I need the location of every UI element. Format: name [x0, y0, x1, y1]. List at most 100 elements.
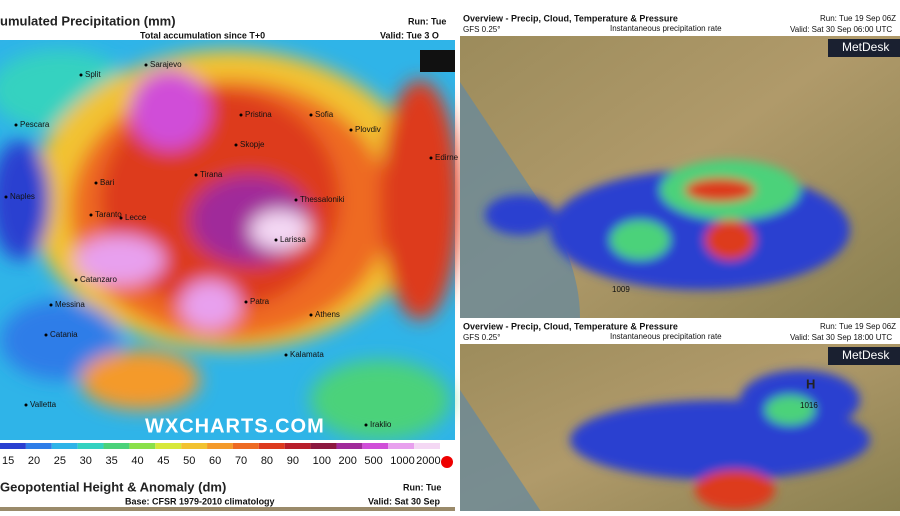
- city-dot: [14, 123, 18, 127]
- bottom-run: Run: Tue: [403, 482, 441, 492]
- city-dot: [309, 313, 313, 317]
- sea: [460, 390, 580, 516]
- city-dot: [94, 181, 98, 185]
- blob: [485, 195, 555, 235]
- scale-label: 60: [209, 455, 221, 467]
- pressure-high: H: [806, 376, 815, 391]
- city-label: Kalamata: [290, 350, 324, 359]
- scale-label: 50: [183, 455, 195, 467]
- city-dot: [49, 303, 53, 307]
- scale-swatch: [25, 443, 52, 449]
- scale-swatch: [310, 443, 337, 449]
- scale-label: 70: [235, 455, 247, 467]
- panel-subtitle: Instantaneous precipitation rate: [610, 332, 722, 341]
- city-label: Plovdiv: [355, 125, 381, 134]
- city-dot: [274, 238, 278, 242]
- precip-map: WXCHARTS.COM: [0, 40, 460, 440]
- subtitle: Total accumulation since T+0: [140, 30, 265, 40]
- city-label: Valletta: [30, 400, 57, 409]
- blob: [765, 395, 815, 425]
- city-label: Taranto: [95, 210, 122, 219]
- city-dot: [349, 128, 353, 132]
- city-dot: [4, 195, 8, 199]
- run: Run: Tue 19 Sep 06Z: [820, 14, 896, 23]
- city-label: Split: [85, 70, 101, 79]
- scale-swatch: [258, 443, 285, 449]
- panel-title: Overview - Precip, Cloud, Temperature & …: [463, 13, 678, 23]
- scale-swatch: [284, 443, 311, 449]
- title: umulated Precipitation (mm): [0, 13, 176, 28]
- city-label: Athens: [315, 310, 340, 319]
- brand-bg: [828, 347, 900, 365]
- city-dot: [239, 113, 243, 117]
- city-label: Iraklio: [370, 420, 392, 429]
- city-label: Pescara: [20, 120, 50, 129]
- city-label: Bari: [100, 178, 114, 187]
- scale-swatch: [362, 443, 389, 449]
- city-dot: [44, 333, 48, 337]
- city-label: Catanzaro: [80, 275, 117, 284]
- city-dot: [244, 300, 248, 304]
- scale-label: 15: [2, 455, 14, 467]
- city-label: Thessaloniki: [300, 195, 345, 204]
- scale-end: [441, 456, 453, 468]
- scale-label: 1000: [390, 455, 414, 467]
- scale-swatch: [51, 443, 78, 449]
- scale-swatch: [103, 443, 130, 449]
- city-label: Catania: [50, 330, 78, 339]
- scale-label: 100: [313, 455, 331, 467]
- brand: MetDesk: [842, 40, 890, 54]
- scale-swatch: [388, 443, 415, 449]
- precip-blobs: [485, 160, 850, 290]
- city-dot: [119, 216, 123, 220]
- blob: [610, 220, 670, 260]
- city-dot: [309, 113, 313, 117]
- scale-swatch: [155, 443, 182, 449]
- city-dot: [194, 173, 198, 177]
- city-label: Naples: [10, 192, 35, 201]
- scale-label: 45: [157, 455, 169, 467]
- scale-swatch: [129, 443, 156, 449]
- city-label: Lecce: [125, 213, 147, 222]
- header: [460, 320, 900, 344]
- scale-swatch: [77, 443, 104, 449]
- scale-label: 40: [131, 455, 143, 467]
- pressure-label: 1009: [612, 285, 630, 294]
- city-label: Pristina: [245, 110, 272, 119]
- city-label: Skopje: [240, 140, 265, 149]
- valid: Valid: Sat 30 Sep 18:00 UTC: [790, 333, 892, 342]
- scale-label: 500: [364, 455, 382, 467]
- blob: [685, 178, 755, 202]
- panel-subtitle: Instantaneous precipitation rate: [610, 24, 722, 33]
- scale-label: 30: [80, 455, 92, 467]
- scale-label: 200: [338, 455, 356, 467]
- city-label: Messina: [55, 300, 85, 309]
- model: GFS 0.25°: [463, 25, 500, 34]
- scale-swatch: [0, 443, 26, 449]
- precip-blobs: [570, 370, 870, 510]
- scale-swatch: [232, 443, 259, 449]
- valid: Valid: Sat 30 Sep 06:00 UTC: [790, 25, 892, 34]
- city-dot: [284, 353, 288, 357]
- city-label: Larissa: [280, 235, 306, 244]
- run: Run: Tue: [408, 16, 446, 26]
- scale-label: 90: [287, 455, 299, 467]
- panel-title: Overview - Precip, Cloud, Temperature & …: [463, 321, 678, 331]
- pressure-label: 1016: [800, 401, 818, 410]
- scale-swatch: [336, 443, 363, 449]
- run: Run: Tue 19 Sep 06Z: [820, 322, 896, 331]
- city-dot: [74, 278, 78, 282]
- bottom-subtitle: Base: CFSR 1979-2010 climatology: [125, 496, 275, 506]
- scale-label: 2000: [416, 455, 440, 467]
- scale-label: 25: [54, 455, 66, 467]
- blob: [695, 470, 775, 510]
- city-dot: [364, 423, 368, 427]
- city-dot: [24, 403, 28, 407]
- city-label: Patra: [250, 297, 270, 306]
- city-dot: [144, 63, 148, 67]
- scale-swatch: [181, 443, 208, 449]
- scale-label: 80: [261, 455, 273, 467]
- scale-label: 35: [106, 455, 118, 467]
- valid: Valid: Tue 3 O: [380, 30, 439, 40]
